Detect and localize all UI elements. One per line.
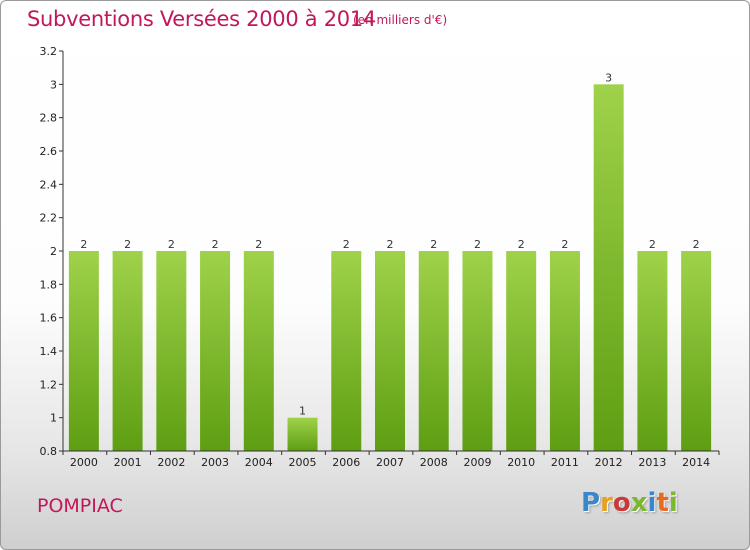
y-tick-label-2.6: 2.6 xyxy=(40,145,58,158)
bar-2004 xyxy=(243,251,274,451)
x-tick-label-2009: 2009 xyxy=(463,456,491,469)
value-label-2001: 2 xyxy=(124,238,131,251)
x-tick-label-2013: 2013 xyxy=(638,456,666,469)
y-tick-label-2.2: 2.2 xyxy=(40,212,58,225)
x-tick-label-2003: 2003 xyxy=(201,456,229,469)
logo-letter: t xyxy=(656,488,669,518)
value-label-2014: 2 xyxy=(693,238,700,251)
chart-subtitle: (en milliers d'€) xyxy=(353,13,448,27)
bar-2012 xyxy=(593,84,624,451)
x-tick-label-2008: 2008 xyxy=(420,456,448,469)
y-tick-label-1.8: 1.8 xyxy=(40,278,58,291)
value-label-2005: 1 xyxy=(299,405,306,418)
bar-2006 xyxy=(331,251,362,451)
bar-2011 xyxy=(549,251,580,451)
x-tick-label-2010: 2010 xyxy=(507,456,535,469)
y-tick-label-2.8: 2.8 xyxy=(40,112,58,125)
commune-name: POMPIAC xyxy=(37,495,123,517)
x-tick-label-2007: 2007 xyxy=(376,456,404,469)
bar-2008 xyxy=(418,251,449,451)
value-label-2010: 2 xyxy=(518,238,525,251)
value-label-2003: 2 xyxy=(212,238,219,251)
y-tick-label-1.4: 1.4 xyxy=(40,345,58,358)
x-tick-label-2000: 2000 xyxy=(70,456,98,469)
logo-letter: o xyxy=(612,488,631,518)
y-tick-label-1.2: 1.2 xyxy=(40,378,58,391)
logo-letter: x xyxy=(630,488,648,518)
value-label-2008: 2 xyxy=(430,238,437,251)
x-tick-label-2002: 2002 xyxy=(157,456,185,469)
proxiti-logo: Proxiti xyxy=(581,488,678,518)
bar-2014 xyxy=(681,251,712,451)
y-tick-label-3: 3 xyxy=(50,78,57,91)
bar-2000 xyxy=(68,251,99,451)
y-tick-label-2.4: 2.4 xyxy=(40,178,58,191)
y-tick-label-2: 2 xyxy=(50,245,57,258)
x-tick-label-2001: 2001 xyxy=(114,456,142,469)
bar-2005 xyxy=(287,417,318,451)
logo-letter: r xyxy=(600,488,613,518)
x-tick-label-2006: 2006 xyxy=(332,456,360,469)
value-label-2000: 2 xyxy=(80,238,87,251)
bar-2013 xyxy=(637,251,668,451)
x-tick-label-2014: 2014 xyxy=(682,456,710,469)
y-tick-label-3.2: 3.2 xyxy=(40,45,58,58)
value-label-2002: 2 xyxy=(168,238,175,251)
value-label-2009: 2 xyxy=(474,238,481,251)
bar-2007 xyxy=(375,251,405,451)
chart-title: Subventions Versées 2000 à 2014 xyxy=(27,7,376,31)
x-tick-label-2011: 2011 xyxy=(551,456,579,469)
y-tick-label-1: 1 xyxy=(50,412,57,425)
y-tick-label-1.6: 1.6 xyxy=(40,312,58,325)
value-label-2004: 2 xyxy=(255,238,262,251)
x-tick-label-2004: 2004 xyxy=(245,456,273,469)
x-tick-label-2012: 2012 xyxy=(595,456,623,469)
value-label-2012: 3 xyxy=(605,71,612,84)
bar-2001 xyxy=(112,251,143,451)
logo-letter: P xyxy=(581,488,601,518)
bar-2009 xyxy=(462,251,493,451)
bar-2010 xyxy=(506,251,537,451)
logo-letter: i xyxy=(668,488,678,518)
value-label-2011: 2 xyxy=(561,238,568,251)
value-label-2013: 2 xyxy=(649,238,656,251)
value-label-2006: 2 xyxy=(343,238,350,251)
logo-letter: i xyxy=(647,488,657,518)
bar-2003 xyxy=(200,251,231,451)
bar-2002 xyxy=(156,251,187,451)
x-tick-label-2005: 2005 xyxy=(289,456,317,469)
value-label-2007: 2 xyxy=(387,238,394,251)
y-tick-label-0.8: 0.8 xyxy=(40,445,58,458)
